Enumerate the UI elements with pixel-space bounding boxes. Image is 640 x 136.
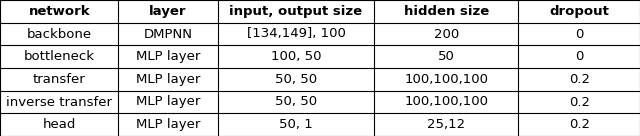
Text: MLP layer: MLP layer	[136, 50, 200, 63]
Text: 50, 50: 50, 50	[275, 73, 317, 86]
Text: bottleneck: bottleneck	[24, 50, 95, 63]
Text: MLP layer: MLP layer	[136, 118, 200, 131]
Text: 200: 200	[434, 27, 459, 41]
Text: dropout: dropout	[549, 5, 609, 18]
Text: network: network	[28, 5, 90, 18]
Text: 0: 0	[575, 27, 584, 41]
Text: head: head	[42, 118, 76, 131]
Text: layer: layer	[149, 5, 187, 18]
Text: 0.2: 0.2	[569, 95, 589, 109]
Text: 50, 50: 50, 50	[275, 95, 317, 109]
Text: hidden size: hidden size	[404, 5, 489, 18]
Text: MLP layer: MLP layer	[136, 95, 200, 109]
Text: 25,12: 25,12	[428, 118, 465, 131]
Text: [134,149], 100: [134,149], 100	[246, 27, 346, 41]
Text: 0: 0	[575, 50, 584, 63]
Text: input, output size: input, output size	[229, 5, 363, 18]
Text: 100,100,100: 100,100,100	[404, 73, 488, 86]
Text: 100,100,100: 100,100,100	[404, 95, 488, 109]
Text: backbone: backbone	[27, 27, 92, 41]
Text: 50: 50	[438, 50, 455, 63]
Text: 100, 50: 100, 50	[271, 50, 321, 63]
Text: transfer: transfer	[33, 73, 86, 86]
Text: 50, 1: 50, 1	[279, 118, 313, 131]
Text: MLP layer: MLP layer	[136, 73, 200, 86]
Text: inverse transfer: inverse transfer	[6, 95, 112, 109]
Text: 0.2: 0.2	[569, 118, 589, 131]
Text: 0.2: 0.2	[569, 73, 589, 86]
Text: DMPNN: DMPNN	[143, 27, 193, 41]
